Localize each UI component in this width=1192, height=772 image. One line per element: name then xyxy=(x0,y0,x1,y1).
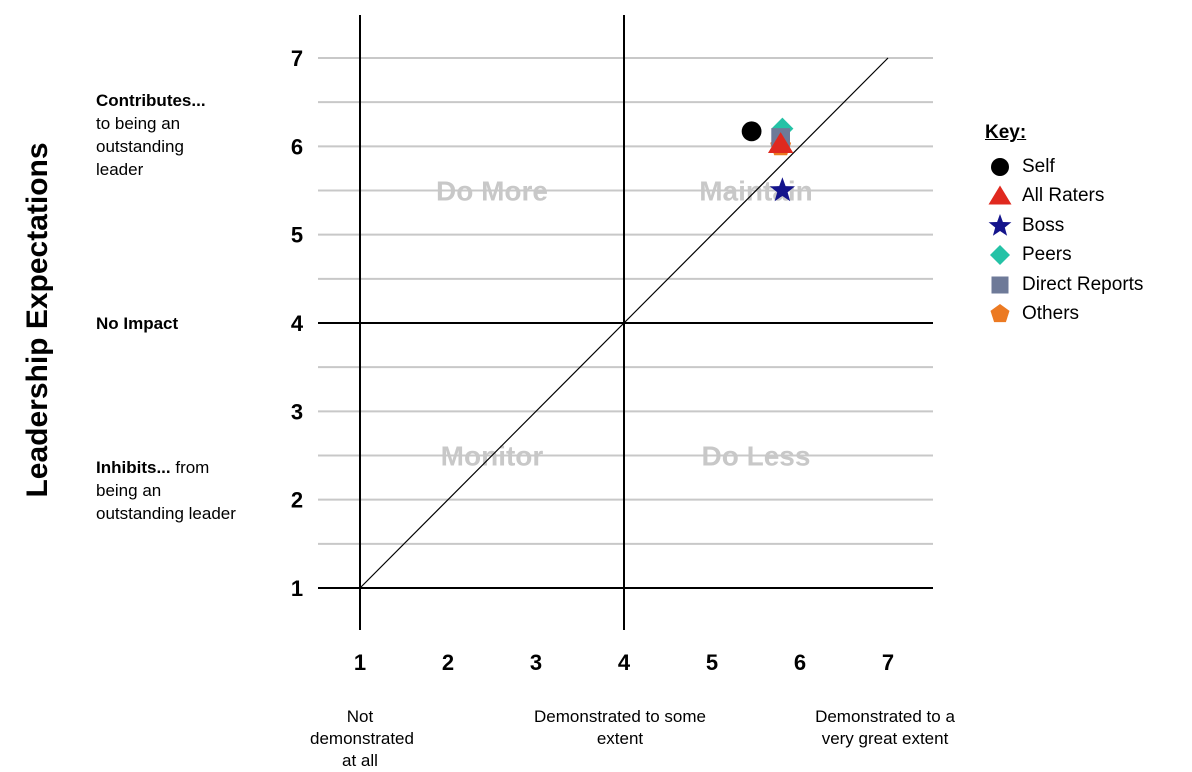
legend-swatch-self xyxy=(991,157,1009,176)
x-desc-not-demonstrated: Not demonstrated at all xyxy=(310,707,414,770)
legend-swatch-all-raters xyxy=(988,185,1012,205)
y-tick-label: 6 xyxy=(291,134,303,159)
legend-item-self: Self xyxy=(985,152,1143,182)
y-tick-label: 3 xyxy=(291,399,303,424)
x-desc-very-great-extent: Demonstrated to a very great extent xyxy=(815,707,955,748)
legend-item-direct-reports: Direct Reports xyxy=(985,270,1143,300)
y-desc-no-impact: No Impact xyxy=(96,314,179,333)
y-desc-contributes-text: to being an outstanding leader xyxy=(96,114,184,179)
y-tick-label: 7 xyxy=(291,46,303,71)
legend-swatch-direct-reports xyxy=(991,276,1009,294)
x-tick-label: 6 xyxy=(794,650,806,675)
legend-item-peers: Peers xyxy=(985,241,1143,271)
legend-item-others: Others xyxy=(985,300,1143,330)
y-tick-label: 5 xyxy=(291,223,303,248)
diagonal-line xyxy=(359,57,889,589)
x-tick-label: 5 xyxy=(706,650,718,675)
x-tick-label: 2 xyxy=(442,650,454,675)
point-all-raters xyxy=(767,132,794,154)
x-desc-some-extent: Demonstrated to some extent xyxy=(534,707,706,748)
y-desc-inhibits-text: from being an outstanding leader xyxy=(96,458,236,523)
x-tick-label: 1 xyxy=(354,650,366,675)
legend-swatch-boss xyxy=(988,213,1012,236)
circle-icon xyxy=(991,157,1009,176)
x-tick-label: 4 xyxy=(618,650,631,675)
y-tick-label: 2 xyxy=(291,488,303,513)
legend-label: Direct Reports xyxy=(1022,273,1144,295)
point-boss xyxy=(769,177,795,202)
square-icon xyxy=(991,276,1009,294)
legend-item-all-raters: All Raters xyxy=(985,182,1143,212)
legend-label: Self xyxy=(1022,155,1055,177)
legend-label: Peers xyxy=(1022,244,1072,266)
y-desc-contributes-bold: Contributes... xyxy=(96,91,206,110)
legend-title: Key: xyxy=(985,122,1027,143)
legend-label: All Raters xyxy=(1022,185,1105,207)
y-desc-contributes: Contributes... to being an outstanding l… xyxy=(96,89,236,181)
legend-item-boss: Boss xyxy=(985,211,1143,241)
legend-label: Boss xyxy=(1022,214,1065,236)
legend-swatch-peers xyxy=(990,245,1010,266)
x-tick-label: 3 xyxy=(530,650,542,675)
y-axis-title: Leadership Expectations xyxy=(21,142,54,497)
point-self xyxy=(741,121,762,142)
legend: Key: Self All Raters Boss Peers Direct Repor… xyxy=(985,122,1143,329)
y-desc-inhibits-bold: Inhibits... xyxy=(96,458,171,477)
y-tick-label: 4 xyxy=(291,311,304,336)
star-icon xyxy=(988,213,1012,236)
triangle-icon xyxy=(988,185,1012,205)
y-tick-label: 1 xyxy=(291,576,303,601)
x-tick-label: 7 xyxy=(882,650,894,675)
legend-label: Others xyxy=(1022,303,1080,325)
pentagon-icon xyxy=(990,304,1010,323)
svg-text:Leadership Expectations: Leadership Expectations xyxy=(21,142,54,497)
diamond-icon xyxy=(990,245,1010,266)
y-desc-inhibits: Inhibits... from being an outstanding le… xyxy=(96,456,246,525)
legend-swatch-others xyxy=(990,304,1010,323)
quadrant-label-do-more: Do More xyxy=(436,176,548,207)
quadrant-label-do-less: Do Less xyxy=(702,441,811,472)
